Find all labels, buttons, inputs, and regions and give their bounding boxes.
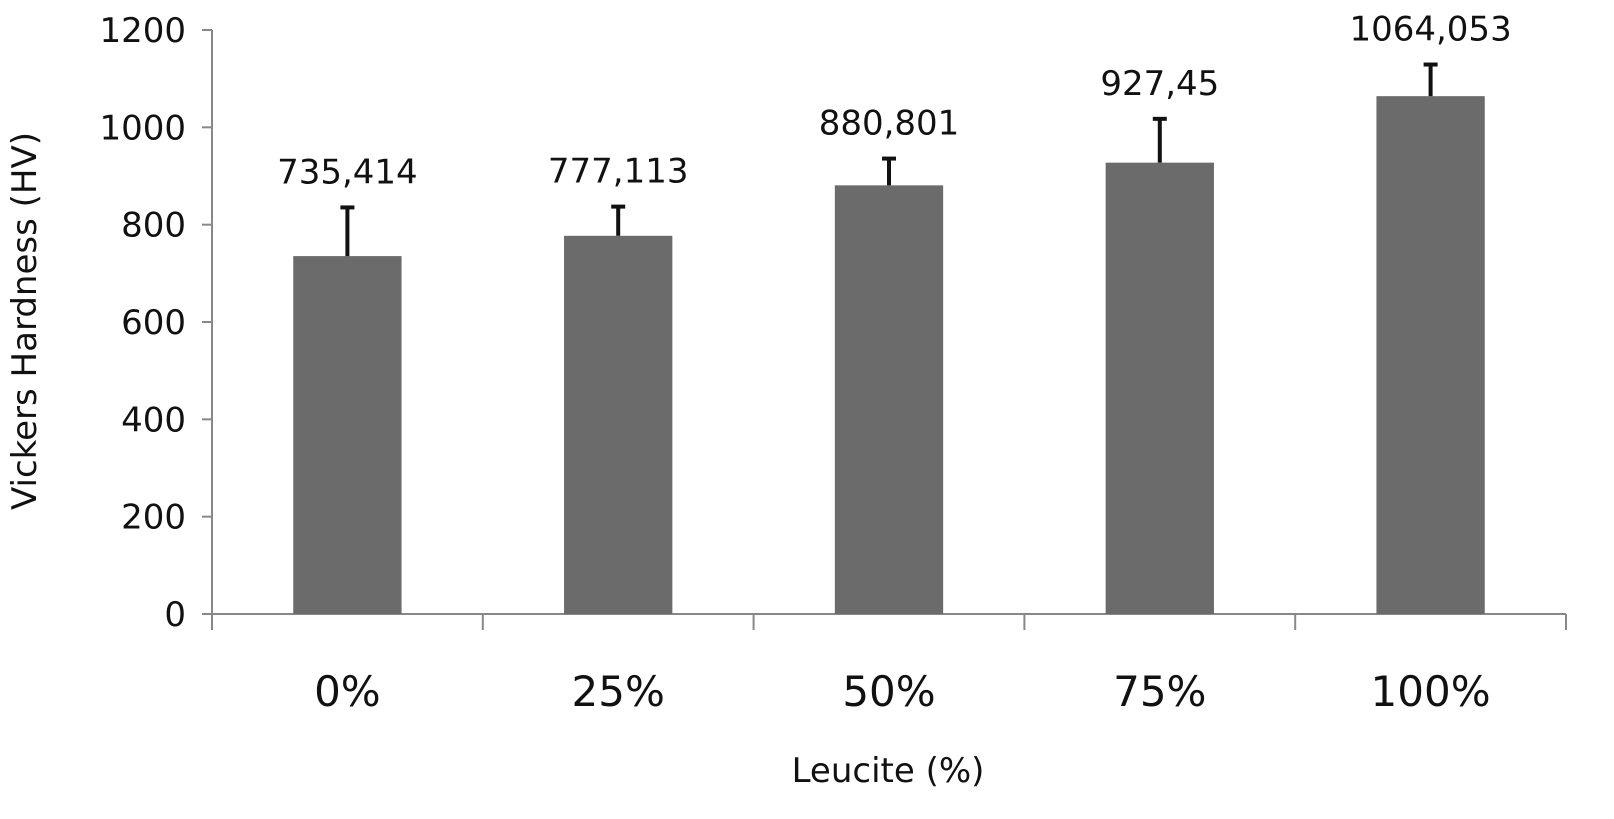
x-tick-label: 25% xyxy=(572,667,665,716)
x-tick-label: 50% xyxy=(842,667,935,716)
y-tick-label: 1000 xyxy=(99,108,186,148)
bar xyxy=(1105,162,1214,615)
data-label: 1064,053 xyxy=(1349,10,1511,50)
x-tick-label: 75% xyxy=(1113,667,1206,716)
x-axis-title: Leucite (%) xyxy=(792,751,985,791)
bar xyxy=(1376,96,1485,614)
data-labels: 735,414 777,113 880,801 927,45 1064,053 xyxy=(277,10,1512,193)
x-tick-label: 0% xyxy=(314,667,381,716)
data-label: 880,801 xyxy=(819,104,960,144)
data-label: 777,113 xyxy=(548,152,689,192)
y-tick-label: 0 xyxy=(164,595,186,635)
y-tick-label: 1200 xyxy=(99,11,186,51)
data-label: 927,45 xyxy=(1100,64,1219,104)
x-tick-label: 100% xyxy=(1371,667,1491,716)
bars xyxy=(293,96,1485,615)
error-bars xyxy=(340,62,1438,257)
y-axis-title: Vickers Hardness (HV) xyxy=(5,132,45,510)
bar xyxy=(293,256,402,614)
bar xyxy=(564,235,673,615)
y-tick-label: 600 xyxy=(121,303,186,343)
y-tick-label: 200 xyxy=(121,498,186,538)
y-tick-label: 800 xyxy=(121,206,186,246)
y-tick-label: 400 xyxy=(121,400,186,440)
data-label: 735,414 xyxy=(277,152,418,192)
tick-labels: 0 200 400 600 800 1000 1200 0% 25% 50% 75% 100% xyxy=(99,11,1490,716)
bar xyxy=(834,185,944,614)
